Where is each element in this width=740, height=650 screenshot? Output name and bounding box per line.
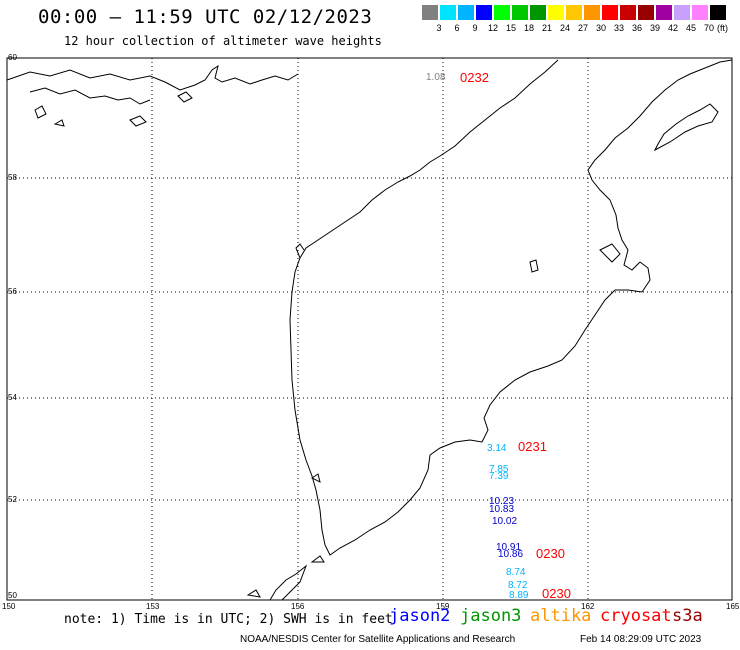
lon-tick: 165 xyxy=(726,602,740,611)
legend-altika: altika xyxy=(530,606,592,626)
coastline xyxy=(6,59,733,601)
legend-jason3: jason3 xyxy=(460,606,522,626)
scale-swatch xyxy=(710,5,726,20)
lat-tick: 56 xyxy=(8,287,17,296)
lon-tick: 156 xyxy=(291,602,305,611)
scale-label: 24 xyxy=(559,23,570,33)
scale-swatch xyxy=(494,5,510,20)
wave-height-obs: 1.08 xyxy=(426,72,446,83)
scale-swatch xyxy=(674,5,690,20)
scale-label: 36 xyxy=(631,23,642,33)
scale-swatch xyxy=(656,5,672,20)
scale-label: 6 xyxy=(454,23,460,33)
wave-height-obs: 10.83 xyxy=(489,504,514,515)
legend-s3a: s3a xyxy=(672,606,703,626)
lon-tick: 150 xyxy=(2,602,16,611)
legend-cryosat: cryosat xyxy=(600,606,672,626)
scale-swatch xyxy=(440,5,456,20)
lon-tick: 162 xyxy=(581,602,595,611)
scale-label: 45 xyxy=(685,23,696,33)
lat-tick: 54 xyxy=(8,393,17,402)
scale-label: 39 xyxy=(649,23,660,33)
credit-text: NOAA/NESDIS Center for Satellite Applica… xyxy=(240,634,516,645)
scale-label: 21 xyxy=(541,23,552,33)
lon-tick: 153 xyxy=(146,602,160,611)
scale-label: 27 xyxy=(577,23,588,33)
wave-height-obs: 8.72 xyxy=(508,580,528,591)
wave-height-obs: 10.02 xyxy=(492,516,517,527)
pass-time-label: 0230 xyxy=(536,546,565,561)
lat-tick: 52 xyxy=(8,495,17,504)
wave-height-obs: 10.23 xyxy=(489,496,514,507)
legend-jason2: jason2 xyxy=(389,606,451,626)
wave-height-obs: 7.85 xyxy=(489,464,509,475)
map-subtitle: 12 hour collection of altimeter wave hei… xyxy=(64,34,382,48)
scale-label: 33 xyxy=(613,23,624,33)
scale-swatch xyxy=(692,5,708,20)
wave-height-obs: 8.89 xyxy=(509,590,529,601)
footnote: note: 1) Time is in UTC; 2) SWH is in fe… xyxy=(64,612,393,627)
latitude-ticks: 60 58 56 54 52 50 xyxy=(8,53,17,600)
scale-unit: (ft) xyxy=(717,23,728,33)
scale-swatch xyxy=(458,5,474,20)
scale-label: 18 xyxy=(523,23,534,33)
map-frame xyxy=(6,57,733,601)
scale-swatch xyxy=(548,5,564,20)
wave-height-obs: 10.86 xyxy=(498,549,523,560)
longitude-ticks: 150 153 156 159 162 165 xyxy=(2,602,740,611)
scale-swatch xyxy=(566,5,582,20)
graticule xyxy=(7,58,732,600)
lat-tick: 50 xyxy=(8,591,17,600)
lat-tick: 60 xyxy=(8,53,17,62)
scale-label: 42 xyxy=(667,23,678,33)
scale-label: 30 xyxy=(595,23,606,33)
wave-height-obs: 8.74 xyxy=(506,567,526,578)
pass-time-label: 0231 xyxy=(518,439,547,454)
scale-swatch xyxy=(530,5,546,20)
scale-label: 9 xyxy=(472,23,478,33)
scale-swatch xyxy=(512,5,528,20)
scale-label: 12 xyxy=(487,23,498,33)
scale-swatch xyxy=(602,5,618,20)
lat-tick: 58 xyxy=(8,173,17,182)
lon-tick: 159 xyxy=(436,602,450,611)
scale-swatch xyxy=(638,5,654,20)
scale-swatch xyxy=(620,5,636,20)
scale-label: 3 xyxy=(436,23,442,33)
scale-label: 15 xyxy=(505,23,516,33)
map-title: 00:00 – 11:59 UTC 02/12/2023 xyxy=(38,6,373,28)
pass-time-label: 0230 xyxy=(542,586,571,601)
wave-height-obs: 10.91 xyxy=(496,542,521,553)
scale-swatch xyxy=(422,5,438,20)
generated-timestamp: Feb 14 08:29:09 UTC 2023 xyxy=(580,634,702,645)
wave-height-obs: 3.14 xyxy=(487,443,507,454)
pass-times: 0232 0231 0230 0230 xyxy=(460,70,571,601)
scale-swatch xyxy=(584,5,600,20)
scale-label: 70 xyxy=(703,23,714,33)
observations: 1.08 3.14 7.85 7.39 10.23 10.83 10.02 10… xyxy=(426,72,529,601)
wave-height-obs: 7.39 xyxy=(489,471,509,482)
pass-time-label: 0232 xyxy=(460,70,489,85)
scale-swatch xyxy=(476,5,492,20)
